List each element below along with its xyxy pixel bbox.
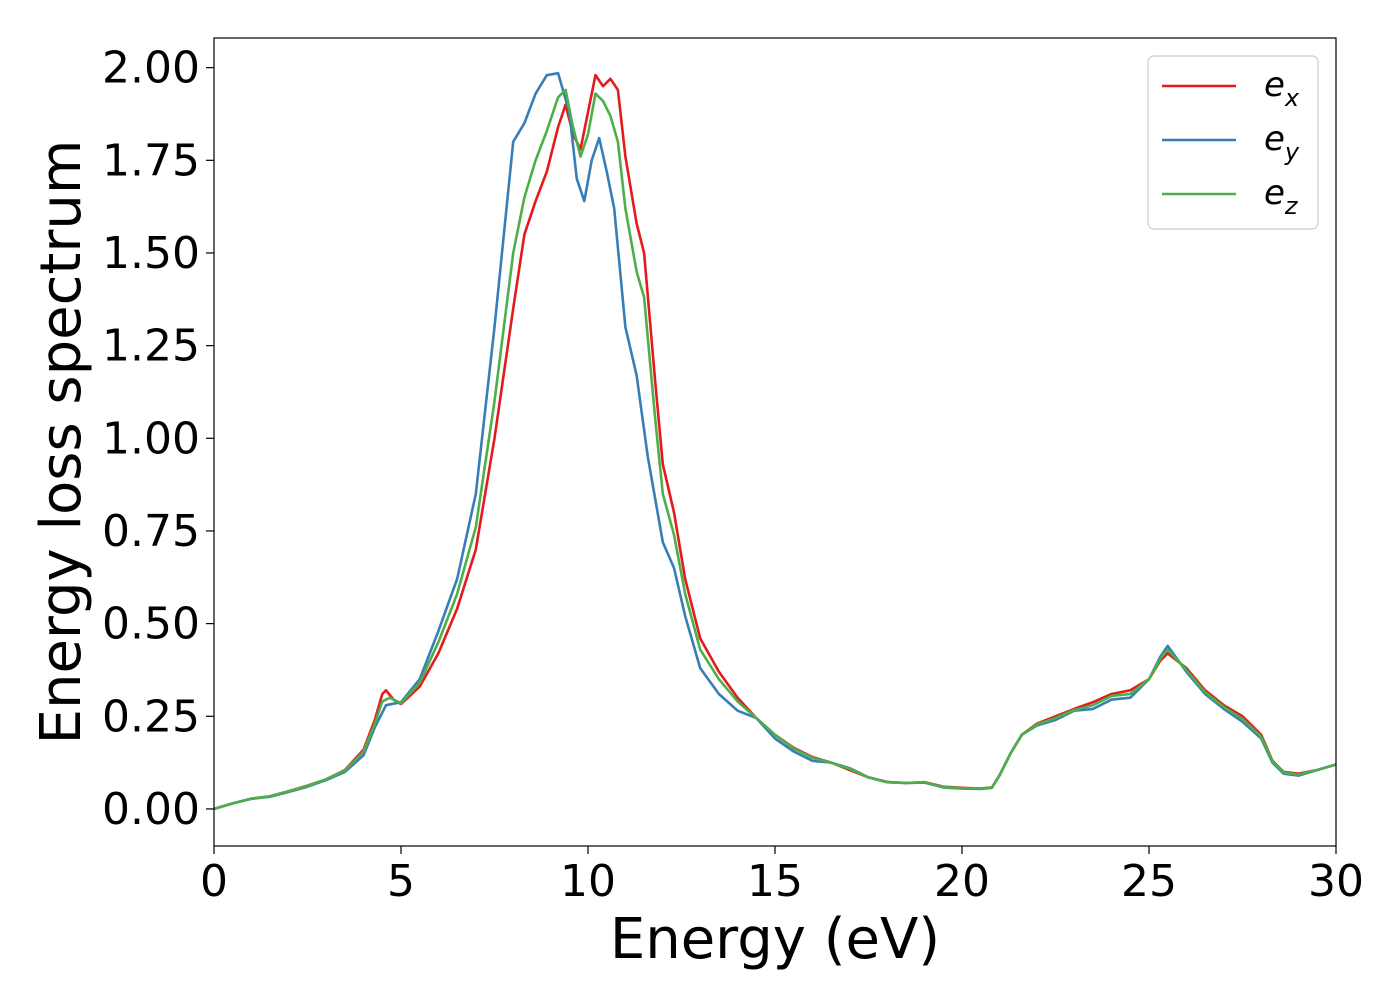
legend-label-base: e xyxy=(1264,173,1285,213)
legend-label-ey: ey xyxy=(1264,119,1300,166)
y-tick-label: 0.00 xyxy=(102,784,200,835)
y-tick-label: 1.00 xyxy=(102,413,200,464)
x-tick-label: 25 xyxy=(1121,856,1177,907)
y-axis: 0.00 0.25 0.50 0.75 1.00 1.25 1.50 1.75 2.00 xyxy=(102,43,214,835)
legend-label-ez: ez xyxy=(1264,173,1299,220)
x-tick-label: 20 xyxy=(934,856,990,907)
x-tick-label: 15 xyxy=(747,856,803,907)
x-axis: 0 5 10 15 20 25 30 xyxy=(200,846,1364,907)
y-axis-title: Energy loss spectrum xyxy=(29,140,94,745)
y-tick-label: 0.75 xyxy=(102,506,200,557)
y-tick-label: 0.25 xyxy=(102,691,200,742)
legend-label-subscript: z xyxy=(1284,192,1299,220)
x-tick-label: 30 xyxy=(1308,856,1364,907)
series-layer xyxy=(213,71,1337,811)
legend-box xyxy=(1147,55,1319,230)
legend-label-ex: ex xyxy=(1264,65,1300,112)
y-tick-label: 2.00 xyxy=(102,43,200,94)
x-tick-label: 0 xyxy=(200,856,228,907)
series-line-ez xyxy=(213,88,1337,811)
y-tick-label: 1.75 xyxy=(102,135,200,186)
y-tick-label: 0.50 xyxy=(102,599,200,650)
y-tick-label: 1.50 xyxy=(102,228,200,279)
x-axis-title: Energy (eV) xyxy=(610,907,940,972)
legend-label-base: e xyxy=(1264,65,1285,105)
legend-label-base: e xyxy=(1264,119,1285,159)
y-tick-label: 1.25 xyxy=(102,321,200,372)
legend-label-subscript: y xyxy=(1284,138,1300,166)
x-tick-label: 5 xyxy=(387,856,415,907)
legend-label-subscript: x xyxy=(1284,84,1300,112)
x-tick-label: 10 xyxy=(560,856,616,907)
